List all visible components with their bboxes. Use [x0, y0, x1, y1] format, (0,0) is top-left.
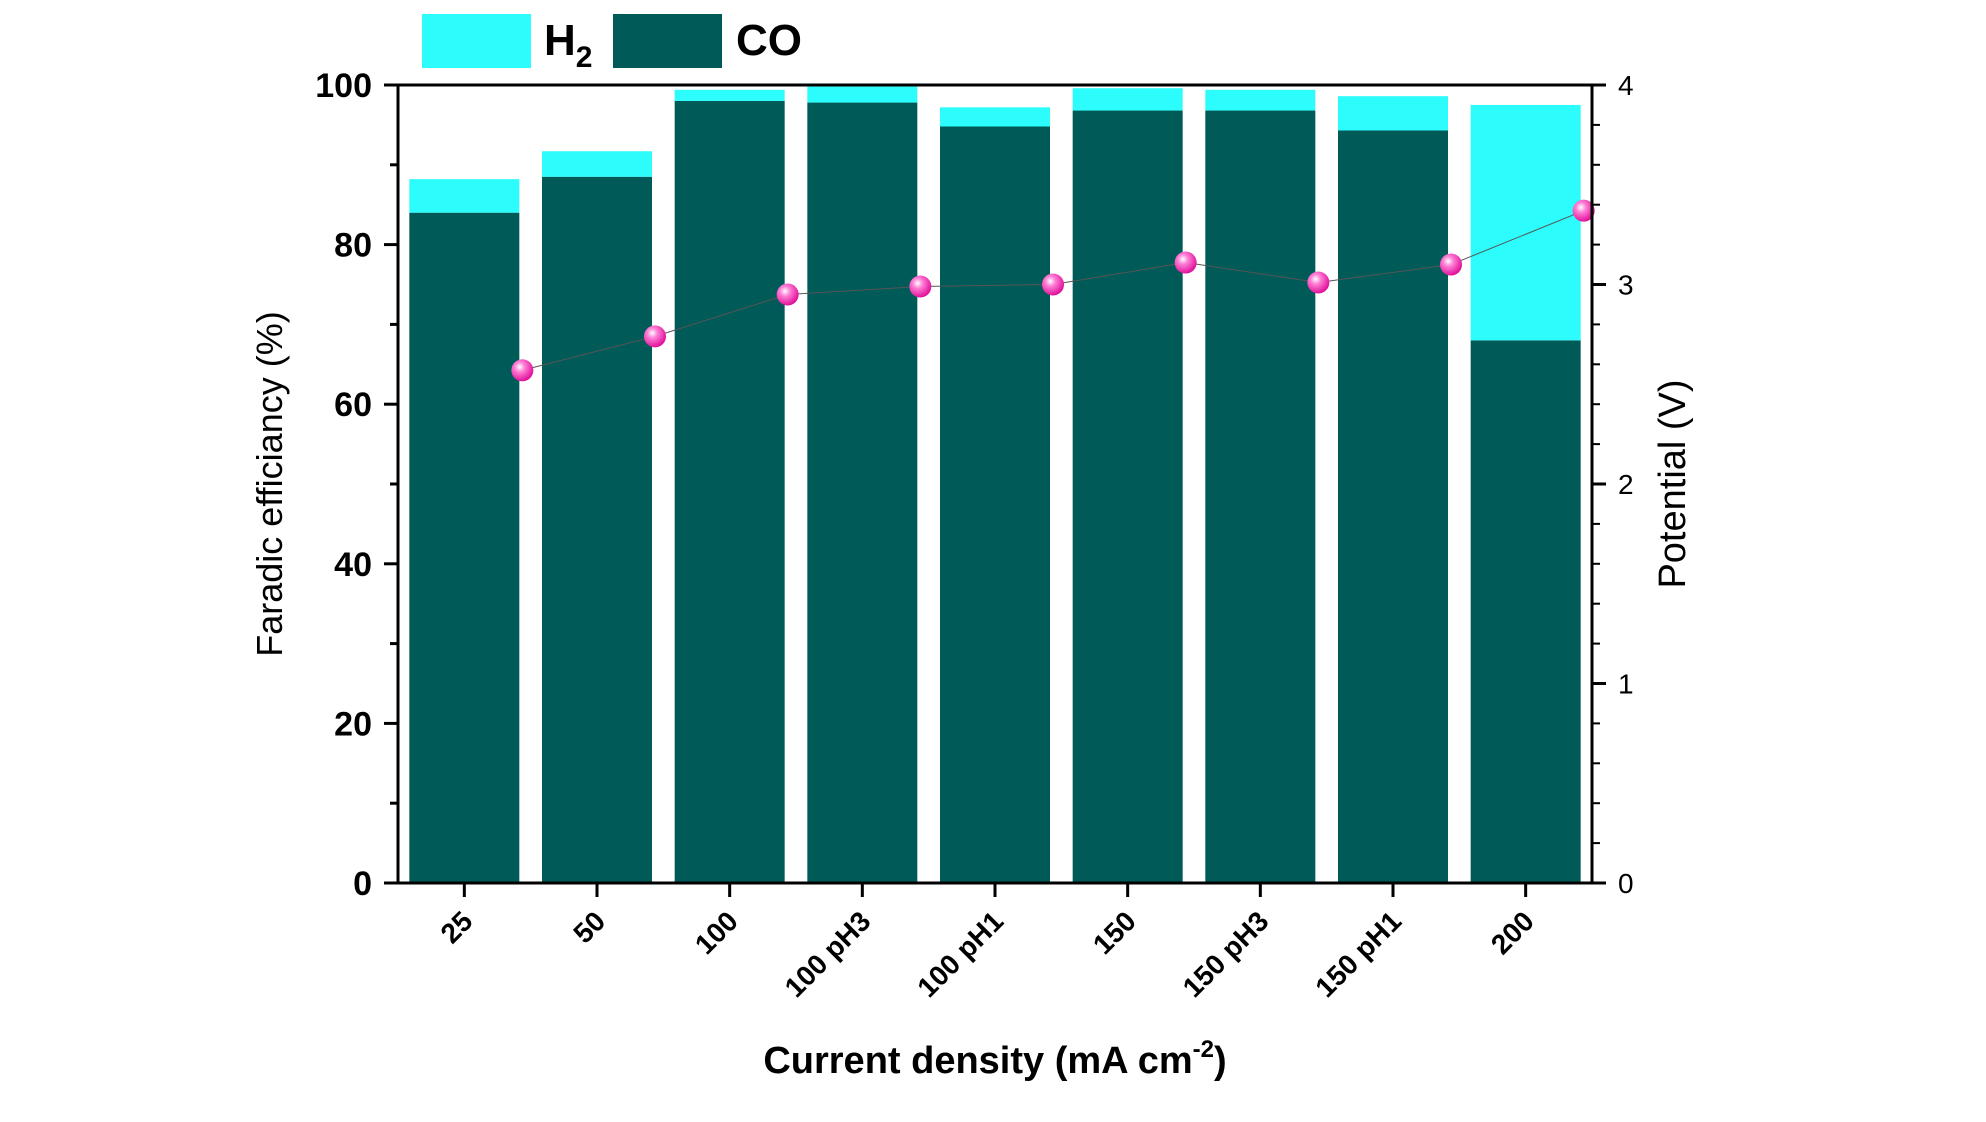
bar-co-7 — [1338, 130, 1448, 884]
legend-swatch-co — [613, 14, 722, 68]
legend-label-co: CO — [736, 16, 802, 65]
potential-point-0 — [511, 359, 534, 382]
y2-tick-label-1: 1 — [1618, 669, 1634, 700]
y-tick-label-5: 100 — [315, 67, 372, 105]
x-tick-label-0: 25 — [435, 905, 479, 949]
y2-tick-label-3: 3 — [1618, 270, 1634, 301]
bar-h2-1 — [542, 151, 652, 177]
bar-h2-6 — [1205, 89, 1316, 111]
bars-layer — [409, 86, 1581, 884]
legend-label-h2-main: H — [544, 16, 576, 65]
bar-h2-8 — [1470, 104, 1581, 341]
y-tick-label-1: 20 — [334, 705, 372, 743]
bar-co-0 — [409, 212, 520, 883]
y-tick-label-4: 80 — [334, 227, 372, 265]
bar-h2-0 — [409, 179, 520, 213]
x-axis-title-main: Current density (mA cm — [763, 1040, 1192, 1082]
x-tick-label-4: 100 pH1 — [911, 905, 1009, 1003]
x-tick-label-3: 100 pH3 — [779, 905, 877, 1003]
y2-tick-label-2: 2 — [1618, 469, 1634, 500]
x-tick-label-6: 150 pH3 — [1177, 905, 1275, 1003]
bar-h2-4 — [940, 107, 1050, 127]
y-tick-label-2: 40 — [334, 546, 372, 584]
x-axis-title: Current density (mA cm-2) — [763, 1036, 1226, 1082]
bar-co-6 — [1205, 110, 1316, 883]
bar-h2-5 — [1072, 88, 1183, 111]
bar-co-4 — [940, 126, 1050, 884]
legend-label-h2-sub: 2 — [576, 41, 593, 74]
potential-point-7 — [1440, 253, 1462, 276]
bar-h2-7 — [1338, 96, 1448, 131]
x-tick-label-8: 200 — [1485, 905, 1540, 960]
y-tick-label-0: 0 — [353, 865, 372, 903]
potential-point-6 — [1307, 271, 1330, 294]
bar-co-1 — [542, 176, 652, 883]
bar-co-3 — [807, 102, 918, 883]
bar-co-8 — [1470, 340, 1581, 883]
bar-co-2 — [674, 100, 785, 883]
legend-swatch-h2 — [422, 14, 531, 68]
potential-point-4 — [1042, 273, 1064, 296]
x-tick-label-2: 100 — [689, 905, 744, 960]
x-tick-label-5: 150 — [1087, 905, 1142, 960]
y2-tick-label-0: 0 — [1618, 868, 1634, 899]
x-axis-title-sup: -2 — [1193, 1036, 1214, 1063]
x-tick-label-1: 50 — [567, 905, 611, 949]
bar-h2-3 — [807, 86, 918, 103]
y-axis-title-right: Potential (V) — [1652, 379, 1694, 588]
y2-tick-label-4: 4 — [1618, 70, 1634, 101]
legend-label-h2: H2 — [544, 16, 592, 74]
potential-point-8 — [1572, 199, 1595, 222]
y-axis-title-left: Faradic efficiancy (%) — [249, 311, 290, 656]
potential-line-layer — [511, 199, 1595, 382]
potential-point-5 — [1174, 251, 1197, 274]
bar-co-5 — [1072, 110, 1183, 883]
potential-point-2 — [776, 283, 799, 306]
y-tick-label-3: 60 — [334, 386, 372, 424]
x-tick-label-7: 150 pH1 — [1309, 905, 1407, 1003]
potential-point-1 — [644, 325, 666, 348]
axes-layer — [384, 83, 1606, 897]
x-axis-title-tail: ) — [1214, 1040, 1227, 1082]
potential-point-3 — [909, 275, 932, 298]
legend: H2 CO — [422, 14, 802, 74]
bar-h2-2 — [674, 89, 785, 101]
